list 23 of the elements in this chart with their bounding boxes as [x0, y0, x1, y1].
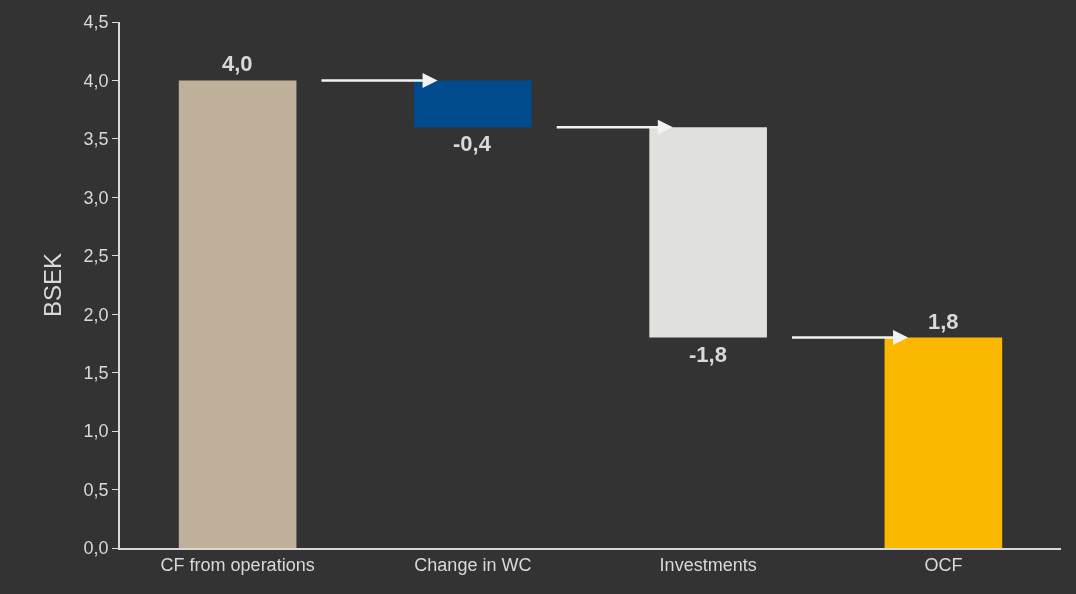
x-tick-label: OCF: [924, 555, 963, 576]
y-tick-label: 0,5: [83, 479, 109, 500]
y-tick-label: 3,0: [83, 187, 109, 208]
y-axis-title: BSEK: [39, 252, 67, 318]
y-tick-label: 1,0: [83, 421, 109, 442]
x-tick-label: CF from operations: [160, 555, 315, 576]
y-tick-label: 2,5: [83, 246, 109, 267]
x-tick-label: Change in WC: [414, 555, 532, 576]
y-tick-label: 4,0: [83, 70, 109, 91]
bar: [178, 80, 297, 548]
y-tick-label: 2,0: [83, 304, 109, 325]
y-tick-label: 4,5: [83, 12, 109, 33]
bar: [414, 80, 532, 128]
data-label: 4,0: [222, 51, 253, 76]
y-tick-label: 3,5: [83, 129, 109, 150]
bar: [649, 127, 767, 338]
y-tick-label: 1,5: [83, 362, 109, 383]
data-label: -0,4: [453, 131, 492, 156]
x-tick-label: Investments: [659, 555, 757, 576]
data-label: 1,8: [928, 309, 959, 334]
data-label: -1,8: [689, 342, 727, 367]
bar: [884, 337, 1003, 548]
y-tick-label: 0,0: [83, 538, 109, 559]
